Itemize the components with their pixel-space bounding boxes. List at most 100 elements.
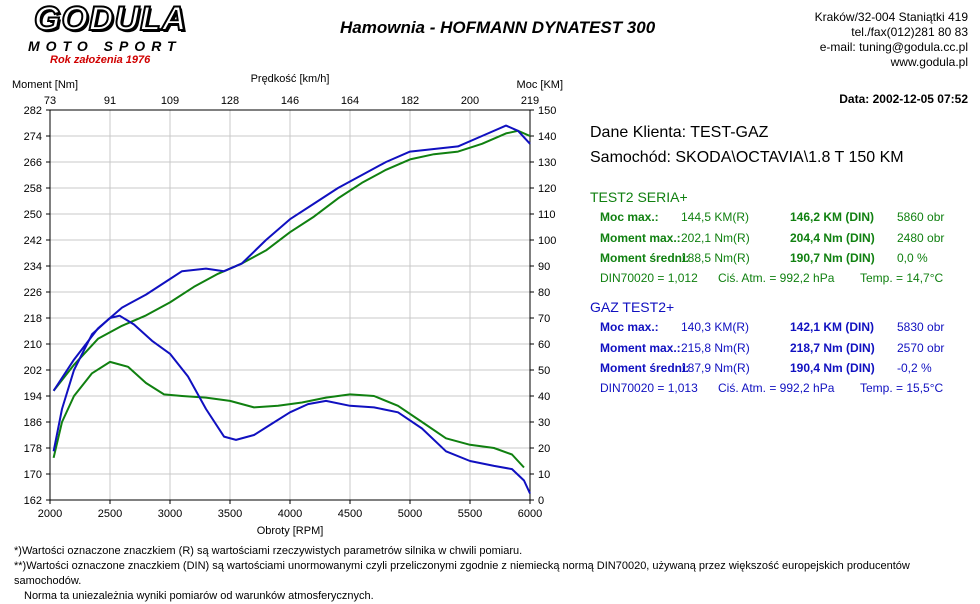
y-left-tick-label: 242 <box>24 235 42 247</box>
result-temp: Temp. = 14,7°C <box>860 271 944 285</box>
x-top-tick-label: 128 <box>221 95 239 107</box>
y-left-tick-label: 170 <box>24 469 42 481</box>
y-right-tick-label: 150 <box>538 105 556 117</box>
result-atm: Ciś. Atm. = 992,2 hPa <box>718 381 835 395</box>
y-right-tick-label: 30 <box>538 417 550 429</box>
vehicle-name: Samochód: SKODA\OCTAVIA\1.8 T 150 KM <box>590 149 904 166</box>
y-left-tick-label: 162 <box>24 495 42 507</box>
x-tick-label: 3500 <box>218 508 242 520</box>
result-value-din: 190,4 Nm (DIN) <box>790 361 875 375</box>
y-right-tick-label: 120 <box>538 183 556 195</box>
x-tick-label: 2000 <box>38 508 62 520</box>
result-value-r: 187,9 Nm(R) <box>681 361 750 375</box>
x-top-tick-label: 182 <box>401 95 419 107</box>
x-top-tick-label: 219 <box>521 95 539 107</box>
y-right-tick-label: 130 <box>538 157 556 169</box>
x-tick-label: 5500 <box>458 508 482 520</box>
y-left-tick-label: 186 <box>24 417 42 429</box>
result-label: Moc max.: <box>600 320 659 334</box>
y-right-tick-label: 70 <box>538 313 550 325</box>
result-title-test2: TEST2 SERIA+ <box>590 189 688 205</box>
x-top-tick-label: 200 <box>461 95 479 107</box>
y-left-tick-label: 218 <box>24 313 42 325</box>
contact-email[interactable]: e-mail: tuning@godula.cc.pl <box>819 40 968 54</box>
torque-curve-3 <box>52 314 531 494</box>
result-din-factor: DIN70020 = 1,012 <box>600 271 698 285</box>
x-axis-label: Obroty [RPM] <box>257 525 324 537</box>
y-right-tick-label: 140 <box>538 131 556 143</box>
y-right-tick-label: 10 <box>538 469 550 481</box>
x-top-tick-label: 109 <box>161 95 179 107</box>
client-name: Dane Klienta: TEST-GAZ <box>590 124 769 141</box>
y-right-tick-label: 0 <box>538 495 544 507</box>
y-left-tick-label: 194 <box>24 391 42 403</box>
contact-website[interactable]: www.godula.pl <box>890 55 968 69</box>
y-left-tick-label: 250 <box>24 209 42 221</box>
y-right-tick-label: 110 <box>538 209 556 221</box>
result-label: Moment max.: <box>600 231 681 245</box>
x-top-tick-label: 164 <box>341 95 359 107</box>
logo-year: Rok założenia 1976 <box>50 54 151 66</box>
y-left-tick-label: 258 <box>24 183 42 195</box>
footnote-norm: Norma ta uniezależnia wyniki pomiarów od… <box>24 590 374 602</box>
chart-series <box>52 124 531 494</box>
result-value-din: 190,7 Nm (DIN) <box>790 251 875 265</box>
chart-grid <box>50 110 530 500</box>
contact-address: Kraków/32-004 Staniątki 419 <box>814 10 968 24</box>
y-right-tick-label: 50 <box>538 365 550 377</box>
dyno-chart: Moment [Nm] Prędkość [km/h] Moc [KM] Obr… <box>12 73 563 537</box>
y-left-tick-label: 266 <box>24 157 42 169</box>
power-curve-0 <box>52 129 531 392</box>
logo-subtitle: MOTO SPORT <box>28 38 182 54</box>
result-value-din: 142,1 KM (DIN) <box>790 320 875 334</box>
result-extra: 5830 obr <box>897 320 945 334</box>
chart-ticks: 162 170 178 186 194 202 210 218 226 234 242 250 258 2… <box>24 95 557 520</box>
result-value-r: 188,5 Nm(R) <box>681 251 750 265</box>
result-value-r: 144,5 KM(R) <box>681 210 750 224</box>
result-din-factor: DIN70020 = 1,013 <box>600 381 698 395</box>
result-extra: 2480 obr <box>897 231 945 245</box>
y-right-tick-label: 20 <box>538 443 550 455</box>
result-title-gaz: GAZ TEST2+ <box>590 299 675 315</box>
result-extra: 0,0 % <box>897 251 928 265</box>
result-extra: -0,2 % <box>897 361 932 375</box>
x-tick-label: 5000 <box>398 508 422 520</box>
x-tick-label: 6000 <box>518 508 542 520</box>
result-value-r: 215,8 Nm(R) <box>681 341 750 355</box>
result-extra: 5860 obr <box>897 210 945 224</box>
footnote-din: **)Wartości oznaczone znaczkiem (DIN) są… <box>14 560 910 587</box>
page-title: Hamownia - HOFMANN DYNATEST 300 <box>340 18 656 37</box>
result-temp: Temp. = 15,5°C <box>860 381 944 395</box>
result-atm: Ciś. Atm. = 992,2 hPa <box>718 271 835 285</box>
result-label: Moment średni: <box>600 251 690 265</box>
x-tick-label: 4500 <box>338 508 362 520</box>
footnotes: *)Wartości oznaczone znaczkiem (R) są wa… <box>14 544 980 604</box>
y-left-tick-label: 226 <box>24 287 42 299</box>
result-value-din: 204,4 Nm (DIN) <box>790 231 875 245</box>
result-value-r: 140,3 KM(R) <box>681 320 750 334</box>
y-left-tick-label: 202 <box>24 365 42 377</box>
test-date: Data: 2002-12-05 07:52 <box>839 92 968 106</box>
x-top-tick-label: 146 <box>281 95 299 107</box>
logo: GODULA <box>33 0 188 39</box>
x-tick-label: 2500 <box>98 508 122 520</box>
contact-phone: tel./fax(012)281 80 83 <box>851 25 968 39</box>
y-right-tick-label: 100 <box>538 235 556 247</box>
y-axis-right-label: Moc [KM] <box>517 79 563 91</box>
torque-curve-1 <box>52 360 525 469</box>
x-top-tick-label: 91 <box>104 95 116 107</box>
client-info: Dane Klienta: TEST-GAZ Samochód: SKODA\O… <box>590 120 904 170</box>
result-label: Moment max.: <box>600 341 681 355</box>
y-right-tick-label: 40 <box>538 391 550 403</box>
footnote-r: *)Wartości oznaczone znaczkiem (R) są wa… <box>14 545 523 557</box>
y-left-tick-label: 178 <box>24 443 42 455</box>
x-top-tick-label: 73 <box>44 95 56 107</box>
x-tick-label: 4000 <box>278 508 302 520</box>
result-label: Moment średni: <box>600 361 690 375</box>
result-extra: 2570 obr <box>897 341 945 355</box>
y-left-tick-label: 274 <box>24 131 42 143</box>
result-value-din: 218,7 Nm (DIN) <box>790 341 875 355</box>
power-curve-2 <box>52 124 531 392</box>
y-right-tick-label: 90 <box>538 261 550 273</box>
y-left-tick-label: 234 <box>24 261 42 273</box>
